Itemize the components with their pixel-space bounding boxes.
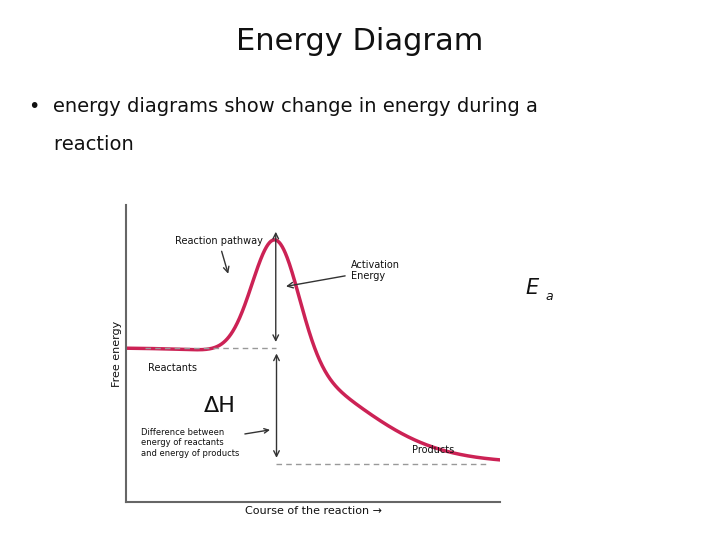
- Text: a: a: [546, 290, 554, 303]
- Text: Difference between
energy of reactants
and energy of products: Difference between energy of reactants a…: [141, 428, 269, 458]
- Text: E: E: [526, 278, 539, 299]
- Text: Products: Products: [412, 444, 454, 455]
- Text: Activation
Energy: Activation Energy: [287, 260, 400, 288]
- Text: reaction: reaction: [29, 135, 133, 154]
- Text: •  energy diagrams show change in energy during a: • energy diagrams show change in energy …: [29, 97, 538, 116]
- Text: Energy Diagram: Energy Diagram: [236, 27, 484, 56]
- Text: Reaction pathway: Reaction pathway: [175, 236, 263, 272]
- Text: ΔH: ΔH: [204, 396, 235, 416]
- Text: Reactants: Reactants: [148, 363, 197, 373]
- Y-axis label: Free energy: Free energy: [112, 321, 122, 387]
- X-axis label: Course of the reaction →: Course of the reaction →: [245, 507, 382, 516]
